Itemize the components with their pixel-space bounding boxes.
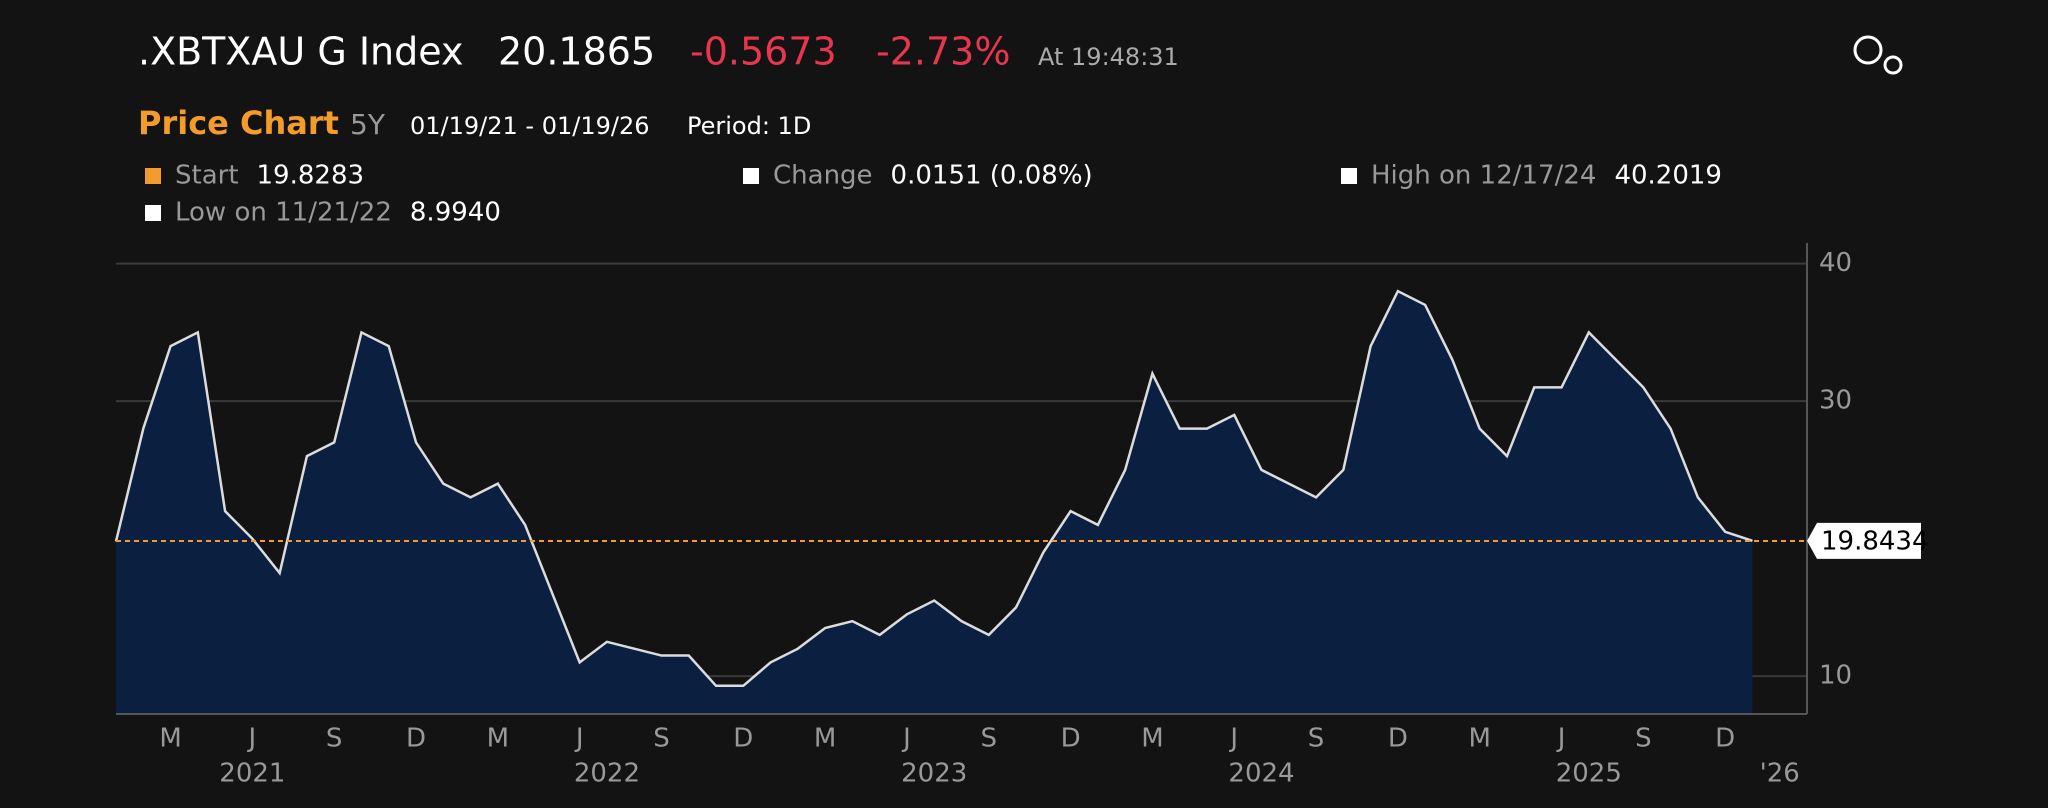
x-tick-label: D (1061, 724, 1081, 754)
y-tick-label: 30 (1819, 386, 1852, 416)
x-tick-label: S (1308, 724, 1325, 754)
x-tick-label: J (1228, 724, 1238, 754)
x-tick-label: M (159, 724, 181, 754)
change-pct: -2.73% (876, 30, 1010, 74)
period: Period: 1D (687, 112, 811, 140)
y-tick-label: 10 (1819, 661, 1852, 691)
gear (1853, 35, 1883, 65)
time: At 19:48:31 (1038, 43, 1179, 71)
stat-label: Change (773, 161, 873, 191)
year-label: 2025 (1556, 759, 1622, 789)
x-tick-label: M (1468, 724, 1490, 754)
x-tick-label: D (733, 724, 753, 754)
x-tick-label: J (901, 724, 911, 754)
stat-label: Low on 11/21/22 (175, 198, 392, 228)
range[interactable]: 5Y (350, 108, 386, 141)
stat-swatch (743, 168, 759, 184)
dates: 01/19/21 - 01/19/26 (410, 112, 650, 140)
x-tick-label: J (1556, 724, 1566, 754)
stat-label: Start (175, 161, 239, 191)
x-tick-label: S (981, 724, 998, 754)
stat-value: 19.8283 (257, 161, 365, 191)
x-tick-label: D (1388, 724, 1408, 754)
stat-value: 0.0151 (0.08%) (891, 161, 1093, 191)
title: .XBTXAU G Index (138, 30, 463, 74)
line (114, 289, 1753, 688)
gear (1883, 55, 1903, 75)
stat-swatch (145, 205, 161, 221)
stats: Start 19.8283 Change 0.0151 (0.08%) High on … (145, 161, 1722, 228)
last-value-box (1807, 522, 1921, 559)
x-tick-label: D (406, 724, 426, 754)
x-tick-label: M (487, 724, 509, 754)
x-tick-label: D (1715, 724, 1735, 754)
year-label: 2022 (574, 759, 640, 789)
last-value-label: 19.8434 (1821, 526, 1929, 556)
price: 20.1865 (498, 30, 655, 74)
y-tick-label: 40 (1819, 248, 1852, 278)
x-tick-label: J (247, 724, 257, 754)
x-tick-label: S (326, 724, 343, 754)
stat-swatch (1341, 168, 1357, 184)
x-tick-label: S (1635, 724, 1652, 754)
area (116, 291, 1753, 714)
year-label: '26 (1760, 759, 1800, 789)
x-tick-label: M (814, 724, 836, 754)
stat-value: 8.9940 (410, 198, 501, 228)
change: -0.5673 (690, 30, 837, 74)
section-title: Price Chart (138, 104, 339, 142)
settings-icon[interactable] (1853, 35, 1903, 75)
stat-value: 40.2019 (1614, 161, 1722, 191)
x-tick-label: S (653, 724, 670, 754)
x-tick-label: M (1141, 724, 1163, 754)
plot: 10 30 40 19.8434 M J S D M J S D M J S D M J S D M J S D 2021 202… (114, 243, 1929, 789)
year-label: 2021 (219, 759, 285, 789)
x-tick-label: J (574, 724, 584, 754)
year-label: 2023 (901, 759, 967, 789)
year-label: 2024 (1228, 759, 1294, 789)
stat-label: High on 12/17/24 (1371, 161, 1596, 191)
stat-swatch (145, 168, 161, 184)
